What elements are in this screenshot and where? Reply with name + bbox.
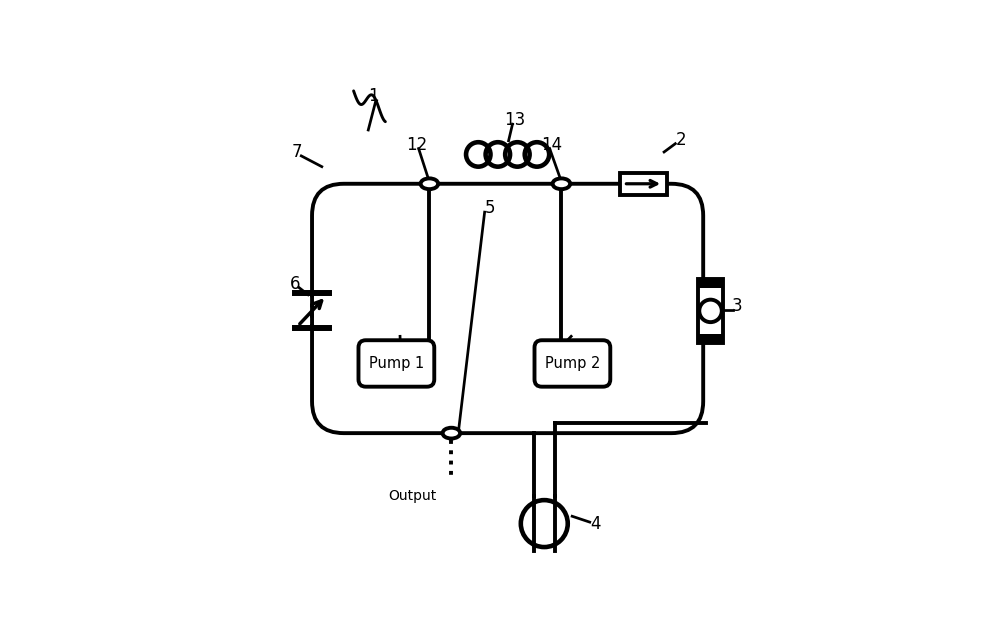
FancyBboxPatch shape: [698, 279, 723, 343]
Text: 4: 4: [590, 514, 601, 533]
Text: 5: 5: [485, 199, 496, 217]
Text: Pump 1: Pump 1: [369, 356, 424, 371]
Text: 14: 14: [541, 136, 562, 154]
FancyBboxPatch shape: [358, 340, 434, 387]
Text: 3: 3: [732, 297, 743, 315]
Ellipse shape: [421, 178, 438, 189]
Text: 12: 12: [407, 136, 428, 154]
FancyBboxPatch shape: [535, 340, 610, 387]
Text: 1: 1: [368, 87, 378, 105]
FancyBboxPatch shape: [698, 334, 723, 343]
Ellipse shape: [553, 178, 570, 189]
Ellipse shape: [443, 428, 460, 439]
Text: 7: 7: [292, 143, 303, 161]
Text: Output: Output: [388, 490, 436, 504]
FancyBboxPatch shape: [620, 173, 667, 194]
Text: 6: 6: [290, 275, 300, 293]
Text: 11: 11: [389, 353, 411, 371]
Text: Pump 2: Pump 2: [545, 356, 600, 371]
FancyBboxPatch shape: [698, 279, 723, 288]
Text: 13: 13: [504, 111, 526, 129]
Text: 15: 15: [534, 353, 555, 371]
Text: 2: 2: [676, 131, 687, 149]
